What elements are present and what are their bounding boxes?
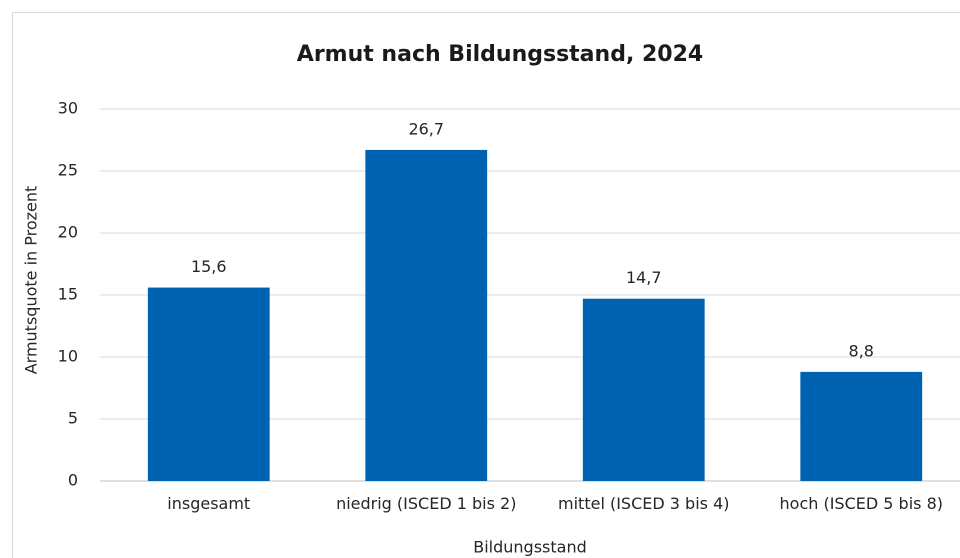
x-tick-label: niedrig (ISCED 1 bis 2) <box>336 494 517 513</box>
bar <box>365 149 488 482</box>
bar <box>582 298 705 481</box>
data-label: 8,8 <box>849 341 874 360</box>
x-tick-label-box: mittel (ISCED 3 bis 4) <box>558 494 730 513</box>
data-label: 26,7 <box>408 119 444 138</box>
y-axis-title: Armutsquote in Prozent <box>22 186 41 375</box>
y-tick-label: 5 <box>68 409 78 428</box>
x-tick-label-box: niedrig (ISCED 1 bis 2) <box>336 494 517 513</box>
chart-title: Armut nach Bildungsstand, 2024 <box>297 42 703 67</box>
data-label: 15,6 <box>191 257 227 276</box>
chart-frame <box>12 12 960 558</box>
y-tick-label: 15 <box>58 285 78 304</box>
x-tick-label: insgesamt <box>167 494 251 513</box>
y-tick-label: 20 <box>58 223 78 242</box>
x-tick-label-box: insgesamt <box>167 494 251 513</box>
bar <box>800 371 923 481</box>
x-tick-label: mittel (ISCED 3 bis 4) <box>558 494 730 513</box>
x-axis-title: Bildungsstand <box>473 538 587 557</box>
y-tick-label: 10 <box>58 347 78 366</box>
y-tick-label: 25 <box>58 161 78 180</box>
y-tick-label: 30 <box>58 99 78 118</box>
data-label: 14,7 <box>626 268 662 287</box>
x-tick-label-box: hoch (ISCED 5 bis 8) <box>779 494 943 513</box>
x-tick-label: hoch (ISCED 5 bis 8) <box>779 494 943 513</box>
y-tick-label: 0 <box>68 471 78 490</box>
bar <box>147 287 270 481</box>
